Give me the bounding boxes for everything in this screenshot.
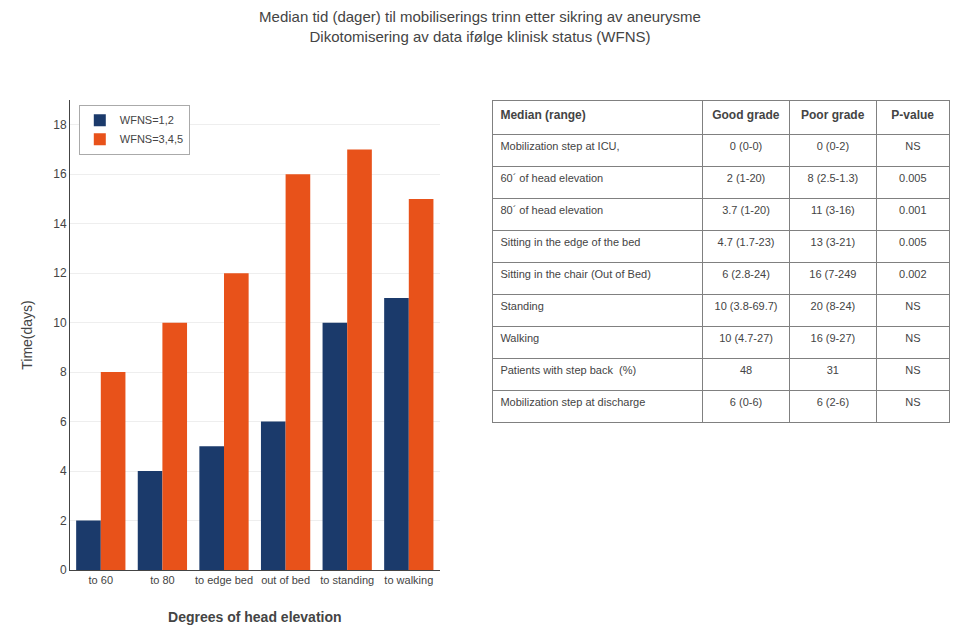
svg-text:16 (7-249: 16 (7-249 (809, 268, 856, 280)
svg-text:Median tid (dager) til mobilis: Median tid (dager) til mobiliserings tri… (259, 8, 701, 45)
svg-text:NS: NS (905, 396, 920, 408)
svg-text:to edge bed: to edge bed (195, 574, 253, 586)
svg-text:to 60: to 60 (89, 574, 113, 586)
svg-text:0 (0-2): 0 (0-2) (817, 140, 849, 152)
svg-text:to standing: to standing (320, 574, 374, 586)
svg-text:3.7 (1-20): 3.7 (1-20) (722, 204, 770, 216)
svg-text:Good grade: Good grade (712, 108, 780, 122)
svg-text:Patients with step back (%): Patients with step back (%) (500, 364, 636, 376)
svg-text:0: 0 (60, 563, 67, 577)
svg-text:6: 6 (60, 415, 67, 429)
svg-text:P-value: P-value (891, 108, 934, 122)
svg-text:NS: NS (905, 300, 920, 312)
svg-text:10: 10 (53, 316, 67, 330)
svg-text:2 (1-20): 2 (1-20) (727, 172, 766, 184)
svg-text:Median (range): Median (range) (500, 108, 585, 122)
svg-text:6 (2-6): 6 (2-6) (817, 396, 849, 408)
svg-text:0.001: 0.001 (899, 204, 927, 216)
svg-text:0.002: 0.002 (899, 268, 927, 280)
svg-text:NS: NS (905, 140, 920, 152)
svg-text:Sitting in the chair (Out of B: Sitting in the chair (Out of Bed) (500, 268, 650, 280)
svg-text:8 (2.5-1.3): 8 (2.5-1.3) (807, 172, 858, 184)
svg-text:2: 2 (60, 514, 67, 528)
svg-text:16: 16 (53, 167, 67, 181)
svg-text:14: 14 (53, 217, 67, 231)
svg-text:out of bed: out of bed (261, 574, 310, 586)
svg-text:10 (3.8-69.7): 10 (3.8-69.7) (715, 300, 778, 312)
svg-text:31: 31 (827, 364, 839, 376)
svg-text:Poor grade: Poor grade (801, 108, 865, 122)
svg-text:4: 4 (60, 464, 67, 478)
svg-text:13 (3-21): 13 (3-21) (811, 236, 856, 248)
svg-text:18: 18 (53, 118, 67, 132)
svg-text:NS: NS (905, 364, 920, 376)
svg-text:11 (3-16): 11 (3-16) (811, 204, 855, 216)
svg-text:Mobilization step at ICU,: Mobilization step at ICU, (500, 140, 619, 152)
svg-text:WFNS=3,4,5: WFNS=3,4,5 (120, 133, 183, 145)
svg-text:Walking: Walking (500, 332, 539, 344)
svg-text:0.005: 0.005 (899, 236, 927, 248)
svg-text:20 (8-24): 20 (8-24) (811, 300, 856, 312)
svg-text:Degrees of head elevation: Degrees of head elevation (168, 609, 342, 625)
svg-text:4.7 (1.7-23): 4.7 (1.7-23) (718, 236, 775, 248)
svg-text:6 (0-6): 6 (0-6) (730, 396, 762, 408)
svg-text:0.005: 0.005 (899, 172, 927, 184)
svg-text:12: 12 (53, 266, 67, 280)
svg-text:16 (9-27): 16 (9-27) (811, 332, 856, 344)
svg-text:80´ of head elevation: 80´ of head elevation (500, 204, 603, 216)
svg-text:10 (4.7-27): 10 (4.7-27) (719, 332, 773, 344)
svg-text:60´ of head elevation: 60´ of head elevation (500, 172, 603, 184)
svg-text:6 (2.8-24): 6 (2.8-24) (722, 268, 770, 280)
svg-text:WFNS=1,2: WFNS=1,2 (120, 114, 174, 126)
svg-text:Standing: Standing (500, 300, 543, 312)
svg-text:8: 8 (60, 365, 67, 379)
svg-text:to walking: to walking (384, 574, 433, 586)
svg-text:Time(days): Time(days) (19, 300, 35, 370)
svg-text:Sitting in the edge of the bed: Sitting in the edge of the bed (500, 236, 640, 248)
svg-text:0 (0-0): 0 (0-0) (730, 140, 762, 152)
svg-text:Mobilization step at discharge: Mobilization step at discharge (500, 396, 645, 408)
svg-text:NS: NS (905, 332, 920, 344)
svg-text:48: 48 (740, 364, 752, 376)
svg-text:to 80: to 80 (150, 574, 174, 586)
